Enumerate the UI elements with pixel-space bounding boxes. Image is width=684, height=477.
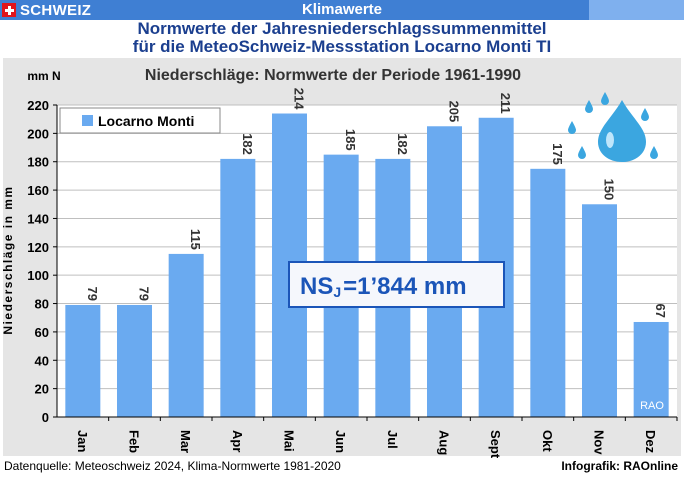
- top-bar: [0, 0, 684, 20]
- page-title-line2: für die MeteoSchweiz-Messstation Locarno…: [132, 37, 552, 56]
- swiss-flag-icon: [2, 3, 16, 17]
- brand-label: SCHWEIZ: [20, 1, 92, 19]
- unit-label: mm N: [27, 69, 60, 83]
- svg-text:NSJ=1’844 mm: NSJ=1’844 mm: [300, 273, 467, 300]
- annotation-value: =1’844 mm: [343, 273, 466, 300]
- x-tick-label: Feb: [127, 430, 142, 453]
- value-label: 182: [240, 133, 255, 155]
- bar-apr: [220, 158, 256, 417]
- legend-label: Locarno Monti: [98, 113, 194, 129]
- bar-feb: [117, 304, 152, 417]
- credit: Infografik: RAOnline: [561, 459, 678, 473]
- page-title-line1: Normwerte der Jahresniederschlagssummenm…: [137, 19, 547, 38]
- value-label: 211: [498, 93, 513, 114]
- value-label: 79: [137, 286, 152, 300]
- bar-okt: [530, 168, 566, 417]
- x-tick-label: Apr: [230, 430, 245, 452]
- chart-title: Niederschläge: Normwerte der Periode 196…: [145, 67, 521, 84]
- y-tick-label: 100: [27, 268, 49, 283]
- value-label: 150: [602, 179, 617, 201]
- value-label: 214: [292, 88, 307, 110]
- bar-mar: [168, 253, 204, 417]
- watermark: RAO: [640, 400, 664, 412]
- x-tick-label: Jan: [75, 430, 90, 452]
- x-tick-label: Jun: [333, 430, 348, 453]
- bar-dez: [633, 321, 669, 417]
- y-tick-label: 40: [35, 353, 49, 368]
- bar-nov: [582, 204, 617, 417]
- y-tick-label: 120: [27, 240, 49, 255]
- legend: Locarno Monti: [59, 107, 221, 134]
- y-tick-label: 220: [27, 98, 49, 113]
- x-tick-label: Sept: [488, 430, 503, 459]
- x-tick-label: Mar: [178, 430, 193, 453]
- value-label: 115: [188, 229, 203, 250]
- legend-swatch: [82, 115, 93, 126]
- annotation-subscript: J: [333, 284, 341, 300]
- value-label: 205: [447, 101, 462, 123]
- value-label: 67: [653, 304, 668, 318]
- data-source: Datenquelle: Meteoschweiz 2024, Klima-No…: [4, 459, 341, 473]
- x-tick-label: Jul: [385, 430, 400, 449]
- y-tick-label: 160: [27, 183, 49, 198]
- x-tick-label: Aug: [437, 430, 452, 455]
- value-label: 185: [343, 129, 358, 151]
- value-label: 182: [395, 133, 410, 155]
- y-tick-label: 20: [35, 382, 49, 397]
- x-tick-label: Mai: [282, 430, 297, 452]
- y-tick-label: 0: [42, 410, 49, 425]
- y-tick-label: 60: [35, 325, 49, 340]
- value-label: 79: [85, 286, 100, 300]
- value-label: 175: [550, 143, 565, 165]
- bar-jan: [65, 304, 101, 417]
- y-tick-label: 200: [27, 126, 49, 141]
- x-tick-label: Dez: [643, 430, 658, 454]
- y-tick-label: 80: [35, 297, 49, 312]
- annotation-box: NSJ=1’844 mm: [288, 261, 505, 308]
- section-title: Klimawerte: [301, 1, 383, 18]
- y-axis-label: Niederschläge in mm: [1, 185, 15, 334]
- y-tick-label: 180: [27, 155, 49, 170]
- annotation-prefix: NS: [300, 273, 333, 300]
- x-tick-label: Nov: [592, 430, 607, 455]
- y-tick-label: 140: [27, 211, 49, 226]
- x-tick-label: Okt: [540, 430, 555, 452]
- brand: SCHWEIZ: [0, 0, 91, 20]
- raindrop-icon: [568, 92, 658, 162]
